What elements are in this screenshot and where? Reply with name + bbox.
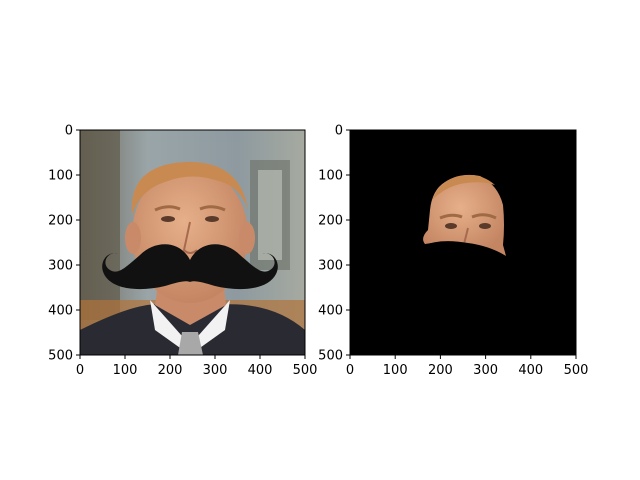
portrait-image [80, 130, 305, 355]
mask-image [350, 130, 576, 355]
left-ytick-label: 300 [48, 259, 73, 274]
right-ytick-label: 0 [335, 124, 343, 139]
right-xtick-label: 200 [428, 363, 453, 378]
left-ytick-label: 400 [48, 304, 73, 319]
right-xtick-label: 300 [473, 363, 498, 378]
right-xtick-label: 400 [518, 363, 543, 378]
axes-frame-right [349, 129, 577, 356]
right-ytick-label: 500 [318, 349, 343, 364]
left-ytick-label: 100 [48, 169, 73, 184]
left-xtick-label: 200 [158, 363, 183, 378]
left-xtick-label: 400 [248, 363, 273, 378]
right-xtick-label: 0 [346, 363, 354, 378]
left-xtick-label: 0 [76, 363, 84, 378]
right-xtick-label: 500 [564, 363, 589, 378]
right-ytick-label: 200 [318, 214, 343, 229]
left-ytick-label: 200 [48, 214, 73, 229]
left-ytick-label: 500 [48, 349, 73, 364]
left-xtick-label: 500 [293, 363, 318, 378]
mustache-overlay [102, 244, 278, 290]
axes-frame-left [79, 129, 306, 356]
right-ytick-label: 400 [318, 304, 343, 319]
right-xtick-label: 100 [383, 363, 408, 378]
left-xtick-label: 100 [113, 363, 138, 378]
left-ytick-label: 0 [65, 124, 73, 139]
right-ytick-label: 100 [318, 169, 343, 184]
left-xtick-label: 300 [203, 363, 228, 378]
right-ytick-label: 300 [318, 259, 343, 274]
